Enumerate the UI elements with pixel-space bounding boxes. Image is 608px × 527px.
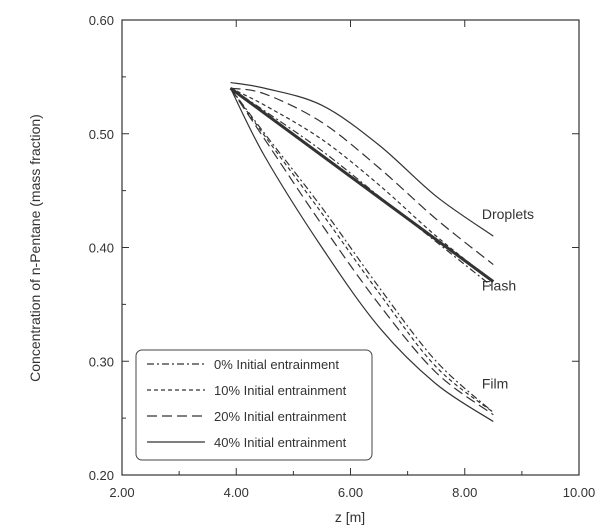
annotation-label: Film — [482, 376, 508, 392]
legend-label: 10% Initial entrainment — [214, 383, 347, 398]
annotation-label: Droplets — [482, 206, 534, 222]
legend-box — [135, 349, 373, 461]
x-tick-label: 10.00 — [563, 485, 596, 500]
y-tick-label: 0.50 — [89, 127, 114, 142]
axis-ticks: 2.00 4.00 6.00 8.00 10.00 0.20 0.30 0.40 0.50 0.6… — [89, 13, 596, 500]
x-tick-label: 6.00 — [338, 485, 363, 500]
legend: 0% Initial entrainment 10% Initial entrai… — [135, 349, 373, 461]
annotation-label: Flash — [482, 278, 516, 294]
series-line-droplets-dashed — [230, 87, 494, 266]
x-axis-label: z [m] — [335, 509, 365, 525]
series-layer — [229, 81, 495, 423]
legend-label: 0% Initial entrainment — [214, 357, 339, 372]
series-line-film-solid — [230, 87, 494, 423]
y-axis-label: Concentration of n-Pentane (mass fractio… — [27, 114, 43, 382]
annotation-layer: Droplets Flash Film — [482, 206, 534, 391]
x-tick-label: 8.00 — [452, 485, 477, 500]
y-tick-label: 0.20 — [89, 468, 114, 483]
x-tick-label: 4.00 — [224, 485, 249, 500]
legend-label: 40% Initial entrainment — [214, 435, 347, 450]
y-tick-label: 0.40 — [89, 241, 114, 256]
series-line-film-dashdot — [230, 87, 494, 413]
y-tick-label: 0.60 — [89, 13, 114, 28]
y-tick-label: 0.30 — [89, 354, 114, 369]
series-line-droplets-dashdot — [230, 87, 494, 288]
series-line-film-dotted — [230, 87, 494, 413]
series-line-film-dashed — [230, 87, 494, 416]
legend-label: 20% Initial entrainment — [214, 409, 347, 424]
x-tick-label: 2.00 — [109, 485, 134, 500]
series-line-droplets-dotted — [230, 87, 494, 283]
series-line-droplets-solid — [230, 81, 494, 237]
series-line-flash-solid-bold — [229, 87, 495, 283]
